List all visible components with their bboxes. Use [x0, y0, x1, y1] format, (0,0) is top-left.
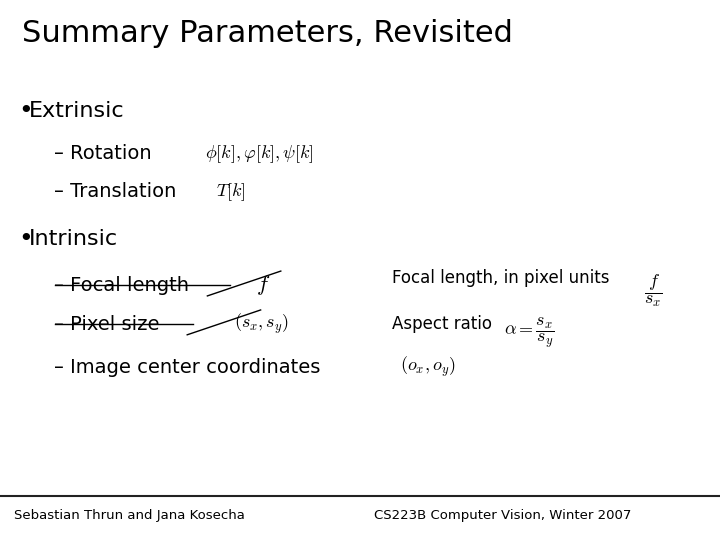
Text: $T[k]$: $T[k]$ — [216, 181, 246, 202]
Text: $(s_x, s_y)$: $(s_x, s_y)$ — [234, 312, 289, 336]
Text: •: • — [18, 227, 32, 251]
Text: – Translation: – Translation — [54, 182, 176, 201]
Text: $f$: $f$ — [256, 273, 270, 297]
Text: •: • — [18, 99, 32, 123]
Text: $\dfrac{f}{s_x}$: $\dfrac{f}{s_x}$ — [644, 272, 663, 309]
Text: Intrinsic: Intrinsic — [29, 228, 118, 249]
Text: – Rotation: – Rotation — [54, 144, 152, 164]
Text: Extrinsic: Extrinsic — [29, 100, 125, 121]
Text: $(o_x, o_y)$: $(o_x, o_y)$ — [400, 355, 455, 379]
Text: CS223B Computer Vision, Winter 2007: CS223B Computer Vision, Winter 2007 — [374, 509, 631, 522]
Text: Focal length, in pixel units: Focal length, in pixel units — [392, 269, 610, 287]
Text: – Focal length: – Focal length — [54, 275, 189, 295]
Text: $\phi[k],\varphi[k],\psi[k]$: $\phi[k],\varphi[k],\psi[k]$ — [205, 143, 314, 165]
Text: Summary Parameters, Revisited: Summary Parameters, Revisited — [22, 19, 513, 48]
Text: $\alpha = \dfrac{s_x}{s_y}$: $\alpha = \dfrac{s_x}{s_y}$ — [504, 315, 554, 349]
Text: Aspect ratio: Aspect ratio — [392, 315, 492, 333]
Text: Sebastian Thrun and Jana Kosecha: Sebastian Thrun and Jana Kosecha — [14, 509, 246, 522]
Text: – Image center coordinates: – Image center coordinates — [54, 357, 320, 377]
Text: – Pixel size: – Pixel size — [54, 314, 160, 334]
